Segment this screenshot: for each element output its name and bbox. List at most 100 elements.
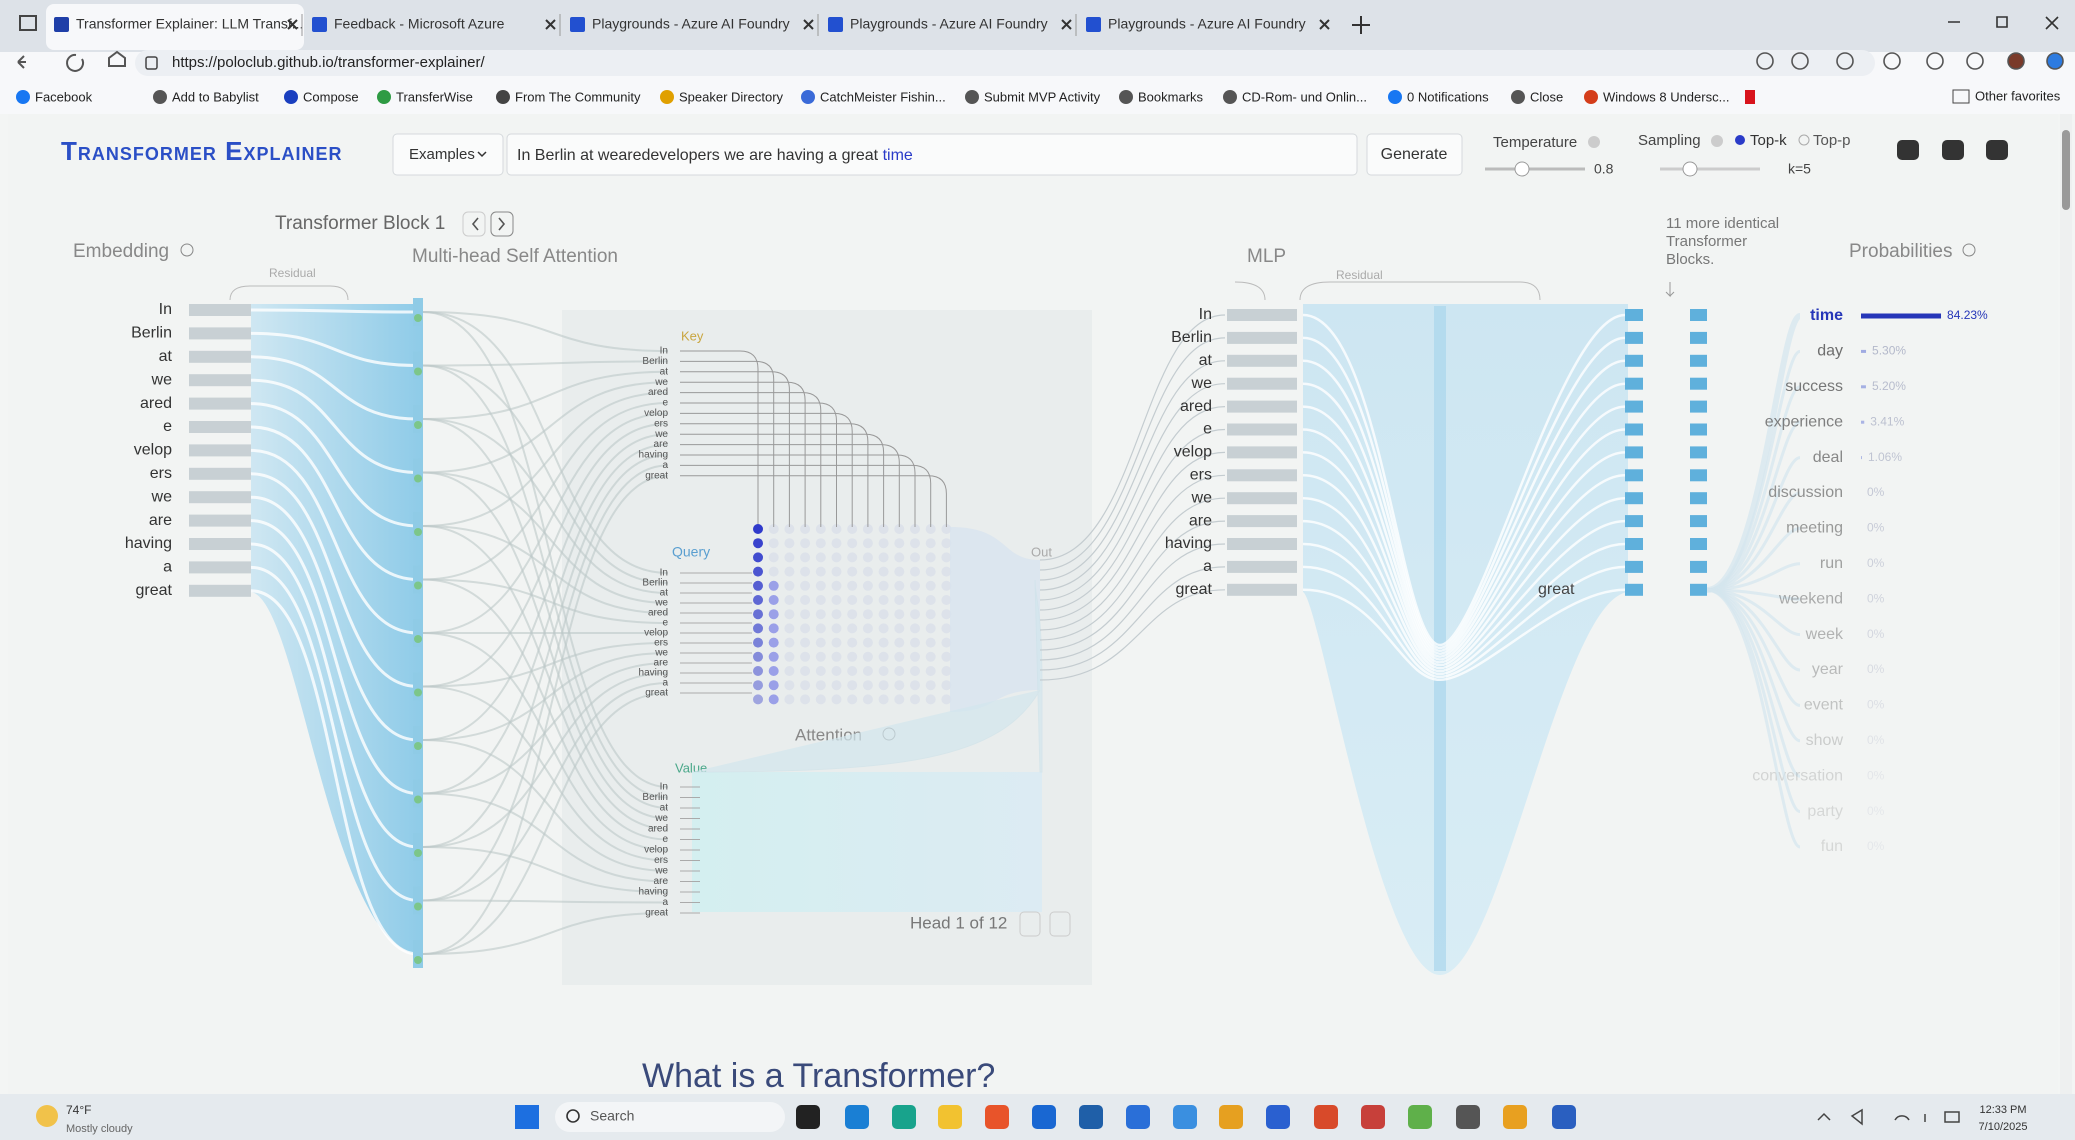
tab-close[interactable] [803, 19, 814, 30]
url[interactable]: https://poloclub.github.io/transformer-e… [172, 54, 485, 71]
tab-close[interactable] [287, 19, 298, 30]
next-block[interactable] [490, 211, 514, 237]
tab-close[interactable] [545, 19, 556, 30]
taskbar-app[interactable] [1079, 1105, 1103, 1129]
query-token: ared [648, 608, 668, 619]
block-output [1690, 400, 1707, 413]
bookmark[interactable]: 0 Notifications [1407, 89, 1489, 104]
radio-top-k[interactable] [1735, 135, 1745, 145]
nav-buttons[interactable] [17, 50, 126, 72]
tab-close[interactable] [1319, 19, 1330, 30]
toolbar-icon[interactable] [1883, 52, 1901, 70]
tab-icon[interactable] [54, 17, 69, 32]
zoom-icon[interactable] [180, 243, 194, 257]
generate-button[interactable] [1366, 133, 1463, 176]
embedding-flow [250, 519, 419, 795]
toolbar-icon[interactable] [1926, 52, 1944, 70]
taskbar-app[interactable] [845, 1105, 869, 1129]
tray-icons[interactable] [1817, 1108, 1960, 1126]
toolbar-icon[interactable] [1836, 52, 1854, 70]
taskbar-app[interactable] [1503, 1105, 1527, 1129]
address-bar-row [0, 78, 2075, 114]
bookmark[interactable]: Close [1530, 89, 1563, 104]
taskbar-app[interactable] [1314, 1105, 1338, 1129]
bookmark[interactable]: Submit MVP Activity [984, 89, 1101, 104]
bookmark[interactable]: Facebook [35, 89, 93, 104]
prob-token: conversation [1752, 767, 1843, 784]
prev-head[interactable] [1019, 911, 1041, 937]
qkv-flow [422, 443, 669, 795]
embedding-vector [189, 514, 251, 527]
taskbar-app[interactable] [1219, 1105, 1243, 1129]
taskbar-app[interactable] [796, 1105, 820, 1129]
tab-title[interactable]: Feedback - Microsoft Azure [334, 16, 505, 32]
zoom-icon[interactable] [1962, 243, 1976, 257]
bookmark[interactable]: Speaker Directory [679, 89, 784, 104]
taskbar-app[interactable] [1361, 1105, 1385, 1129]
search-label[interactable]: Search [590, 1108, 634, 1124]
toolbar-icon[interactable] [1791, 52, 1809, 70]
bookmark[interactable]: Windows 8 Undersc... [1603, 89, 1729, 104]
taskbar-app[interactable] [1456, 1105, 1480, 1129]
slider-knob[interactable] [1514, 161, 1530, 177]
header-icon[interactable] [1897, 140, 1919, 160]
tab-icon[interactable] [1086, 17, 1101, 32]
top-k-label[interactable]: Top-k [1750, 132, 1787, 149]
tab-icon[interactable] [570, 17, 585, 32]
new-tab[interactable] [1352, 16, 1370, 34]
slider-knob[interactable] [1682, 161, 1698, 177]
bookmark[interactable]: Bookmarks [1138, 89, 1204, 104]
toolbar-icon[interactable] [2046, 52, 2064, 70]
bookmark[interactable]: CatchMeister Fishin... [820, 89, 946, 104]
tab-title[interactable]: Playgrounds - Azure AI Foundry [592, 16, 790, 32]
next-head[interactable] [1049, 911, 1071, 937]
taskbar-app[interactable] [1552, 1105, 1576, 1129]
tab-close[interactable] [1061, 19, 1072, 30]
attention-cell [815, 524, 826, 534]
search-box[interactable] [555, 1102, 785, 1132]
window-controls[interactable] [1948, 16, 2059, 30]
bookmark[interactable]: TransferWise [396, 89, 473, 104]
prev-block[interactable] [462, 211, 486, 237]
scroll-thumb[interactable] [2062, 130, 2070, 210]
taskbar-app[interactable] [1408, 1105, 1432, 1129]
taskbar-app[interactable] [892, 1105, 916, 1129]
taskbar-app[interactable] [1266, 1105, 1290, 1129]
key-line [680, 444, 900, 527]
tab-title[interactable]: Playgrounds - Azure AI Foundry [1108, 16, 1306, 32]
top-p-label[interactable]: Top-p [1813, 132, 1851, 149]
tab-title[interactable]: Playgrounds - Azure AI Foundry [850, 16, 1048, 32]
radio-top-p[interactable] [1798, 134, 1810, 146]
url-box[interactable] [135, 50, 1875, 76]
tab-icon[interactable] [828, 17, 843, 32]
start-button[interactable] [515, 1105, 539, 1129]
attention-cell [753, 637, 763, 648]
taskbar-app[interactable] [1126, 1105, 1150, 1129]
tab-icon[interactable] [312, 17, 327, 32]
examples-label[interactable]: Examples [409, 146, 475, 163]
taskbar-app[interactable] [985, 1105, 1009, 1129]
attention-cell [847, 595, 858, 605]
toolbar-icon[interactable] [2007, 52, 2025, 70]
other-favorites[interactable]: Other favorites [1975, 88, 2061, 103]
window-button[interactable] [19, 15, 37, 31]
toolbar-icon[interactable] [1966, 52, 1984, 70]
header-icon[interactable] [1986, 140, 2008, 160]
prob-label: 84.23% [1947, 308, 1988, 322]
attention-cell [753, 666, 763, 676]
bookmark[interactable]: CD-Rom- und Onlin... [1242, 89, 1367, 104]
prompt-box[interactable] [506, 133, 1358, 176]
toolbar-icon[interactable] [1756, 52, 1774, 70]
taskbar-app[interactable] [1173, 1105, 1197, 1129]
generate-label[interactable]: Generate [1381, 146, 1448, 163]
bookmark[interactable]: Add to Babylist [172, 89, 259, 104]
taskbar-app[interactable] [1032, 1105, 1056, 1129]
value-token: having [639, 887, 668, 898]
header-icon[interactable] [1942, 140, 1964, 160]
bookmark[interactable]: Compose [303, 89, 359, 104]
tab-title[interactable]: Transformer Explainer: LLM Transf... [76, 16, 303, 32]
bookmark[interactable]: From The Community [515, 89, 641, 104]
attention-cell [831, 637, 842, 648]
taskbar-app[interactable] [938, 1105, 962, 1129]
examples-button[interactable] [392, 133, 504, 176]
